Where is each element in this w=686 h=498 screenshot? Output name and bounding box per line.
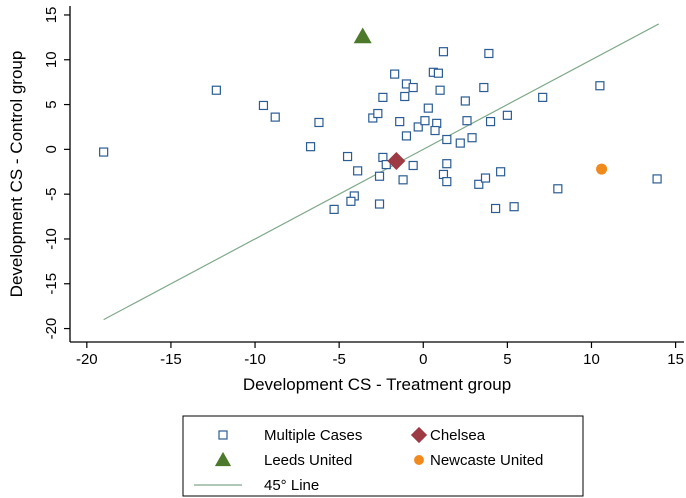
point-multiple-cases bbox=[442, 134, 452, 145]
x-tick-label: -10 bbox=[244, 351, 266, 368]
legend-box bbox=[182, 415, 584, 497]
point-multiple-cases bbox=[438, 47, 449, 57]
point-multiple-cases bbox=[490, 203, 501, 214]
legend-marker-leeds-united bbox=[214, 451, 232, 467]
point-multiple-cases bbox=[509, 202, 519, 212]
x-tick-label: 0 bbox=[419, 351, 427, 368]
point-multiple-cases bbox=[346, 196, 356, 206]
x-tick-label: 5 bbox=[503, 351, 511, 368]
point-multiple-cases bbox=[595, 81, 605, 91]
y-tick-label: -5 bbox=[43, 187, 60, 200]
legend-marker-chelsea bbox=[410, 426, 428, 444]
point-multiple-cases bbox=[378, 92, 388, 102]
legend: Multiple Cases Chelsea Leeds United Newcast… bbox=[182, 415, 584, 497]
point-newcaste-united bbox=[596, 163, 608, 175]
point-multiple-cases bbox=[400, 91, 410, 102]
plot-area bbox=[99, 23, 662, 321]
point-multiple-cases bbox=[342, 151, 353, 162]
legend-label-multiple-cases: Multiple Cases bbox=[264, 427, 362, 444]
legend-label-newcaste-united: Newcaste United bbox=[430, 452, 543, 469]
y-tick-label: 10 bbox=[43, 51, 60, 68]
y-tick-label: -20 bbox=[43, 318, 60, 340]
point-multiple-cases bbox=[353, 166, 363, 176]
point-multiple-cases bbox=[496, 167, 506, 177]
point-multiple-cases bbox=[401, 131, 412, 141]
x-tick-label: 15 bbox=[667, 351, 684, 368]
point-multiple-cases bbox=[423, 103, 433, 113]
point-multiple-cases bbox=[484, 48, 494, 59]
x-tick-label: 10 bbox=[583, 351, 600, 368]
point-multiple-cases bbox=[374, 171, 385, 181]
point-multiple-cases bbox=[553, 184, 563, 194]
legend-label-chelsea: Chelsea bbox=[430, 427, 486, 444]
point-multiple-cases bbox=[211, 85, 221, 95]
point-multiple-cases bbox=[474, 179, 484, 189]
point-multiple-cases bbox=[381, 159, 391, 170]
y-tick-label: 5 bbox=[43, 100, 60, 108]
y-tick-label: -10 bbox=[43, 228, 60, 250]
x-tick-label: -5 bbox=[332, 351, 345, 368]
point-multiple-cases bbox=[502, 110, 512, 120]
point-multiple-cases bbox=[479, 82, 489, 93]
legend-label-leeds-united: Leeds United bbox=[264, 452, 352, 469]
point-multiple-cases bbox=[413, 122, 423, 132]
point-multiple-cases bbox=[442, 159, 452, 169]
point-multiple-cases bbox=[435, 85, 445, 95]
point-multiple-cases bbox=[433, 68, 443, 78]
point-multiple-cases bbox=[329, 204, 339, 214]
point-multiple-cases bbox=[455, 138, 465, 148]
y-tick-label: -15 bbox=[43, 273, 60, 295]
x-axis-title: Development CS - Treatment group bbox=[243, 375, 511, 394]
legend-marker-multiple-cases bbox=[218, 430, 228, 440]
legend-label-45-line: 45° Line bbox=[264, 477, 319, 494]
point-multiple-cases bbox=[430, 125, 440, 136]
y-axis-title: Development CS - Control group bbox=[7, 51, 26, 298]
point-multiple-cases bbox=[373, 108, 383, 119]
y-tick-label: 15 bbox=[43, 7, 60, 24]
point-multiple-cases bbox=[462, 116, 472, 126]
x-tick-label: -20 bbox=[76, 351, 98, 368]
point-multiple-cases bbox=[408, 160, 418, 171]
point-multiple-cases bbox=[485, 116, 496, 127]
point-multiple-cases bbox=[408, 82, 418, 93]
y-tick-label: 0 bbox=[43, 145, 60, 153]
point-multiple-cases bbox=[395, 116, 405, 127]
point-multiple-cases bbox=[314, 117, 324, 128]
point-leeds-united bbox=[353, 27, 372, 44]
x-tick-label: -15 bbox=[160, 351, 182, 368]
axes-group: -20 -15 -10 -5 0 5 10 15 -20 -15 -10 -5 0 5 10 15 bbox=[43, 6, 684, 368]
point-multiple-cases bbox=[480, 173, 491, 183]
point-multiple-cases bbox=[467, 133, 477, 143]
point-multiple-cases bbox=[270, 112, 280, 122]
point-multiple-cases bbox=[390, 69, 400, 79]
legend-marker-newcaste-united bbox=[414, 455, 424, 465]
point-multiple-cases bbox=[374, 199, 385, 209]
point-multiple-cases bbox=[652, 174, 662, 184]
point-multiple-cases bbox=[305, 142, 316, 152]
point-multiple-cases bbox=[398, 175, 408, 185]
point-multiple-cases bbox=[442, 177, 452, 187]
point-multiple-cases bbox=[258, 100, 269, 111]
point-multiple-cases bbox=[99, 147, 109, 157]
point-multiple-cases bbox=[420, 116, 430, 126]
point-multiple-cases bbox=[538, 92, 548, 102]
point-chelsea bbox=[387, 152, 406, 171]
point-multiple-cases bbox=[460, 96, 470, 106]
